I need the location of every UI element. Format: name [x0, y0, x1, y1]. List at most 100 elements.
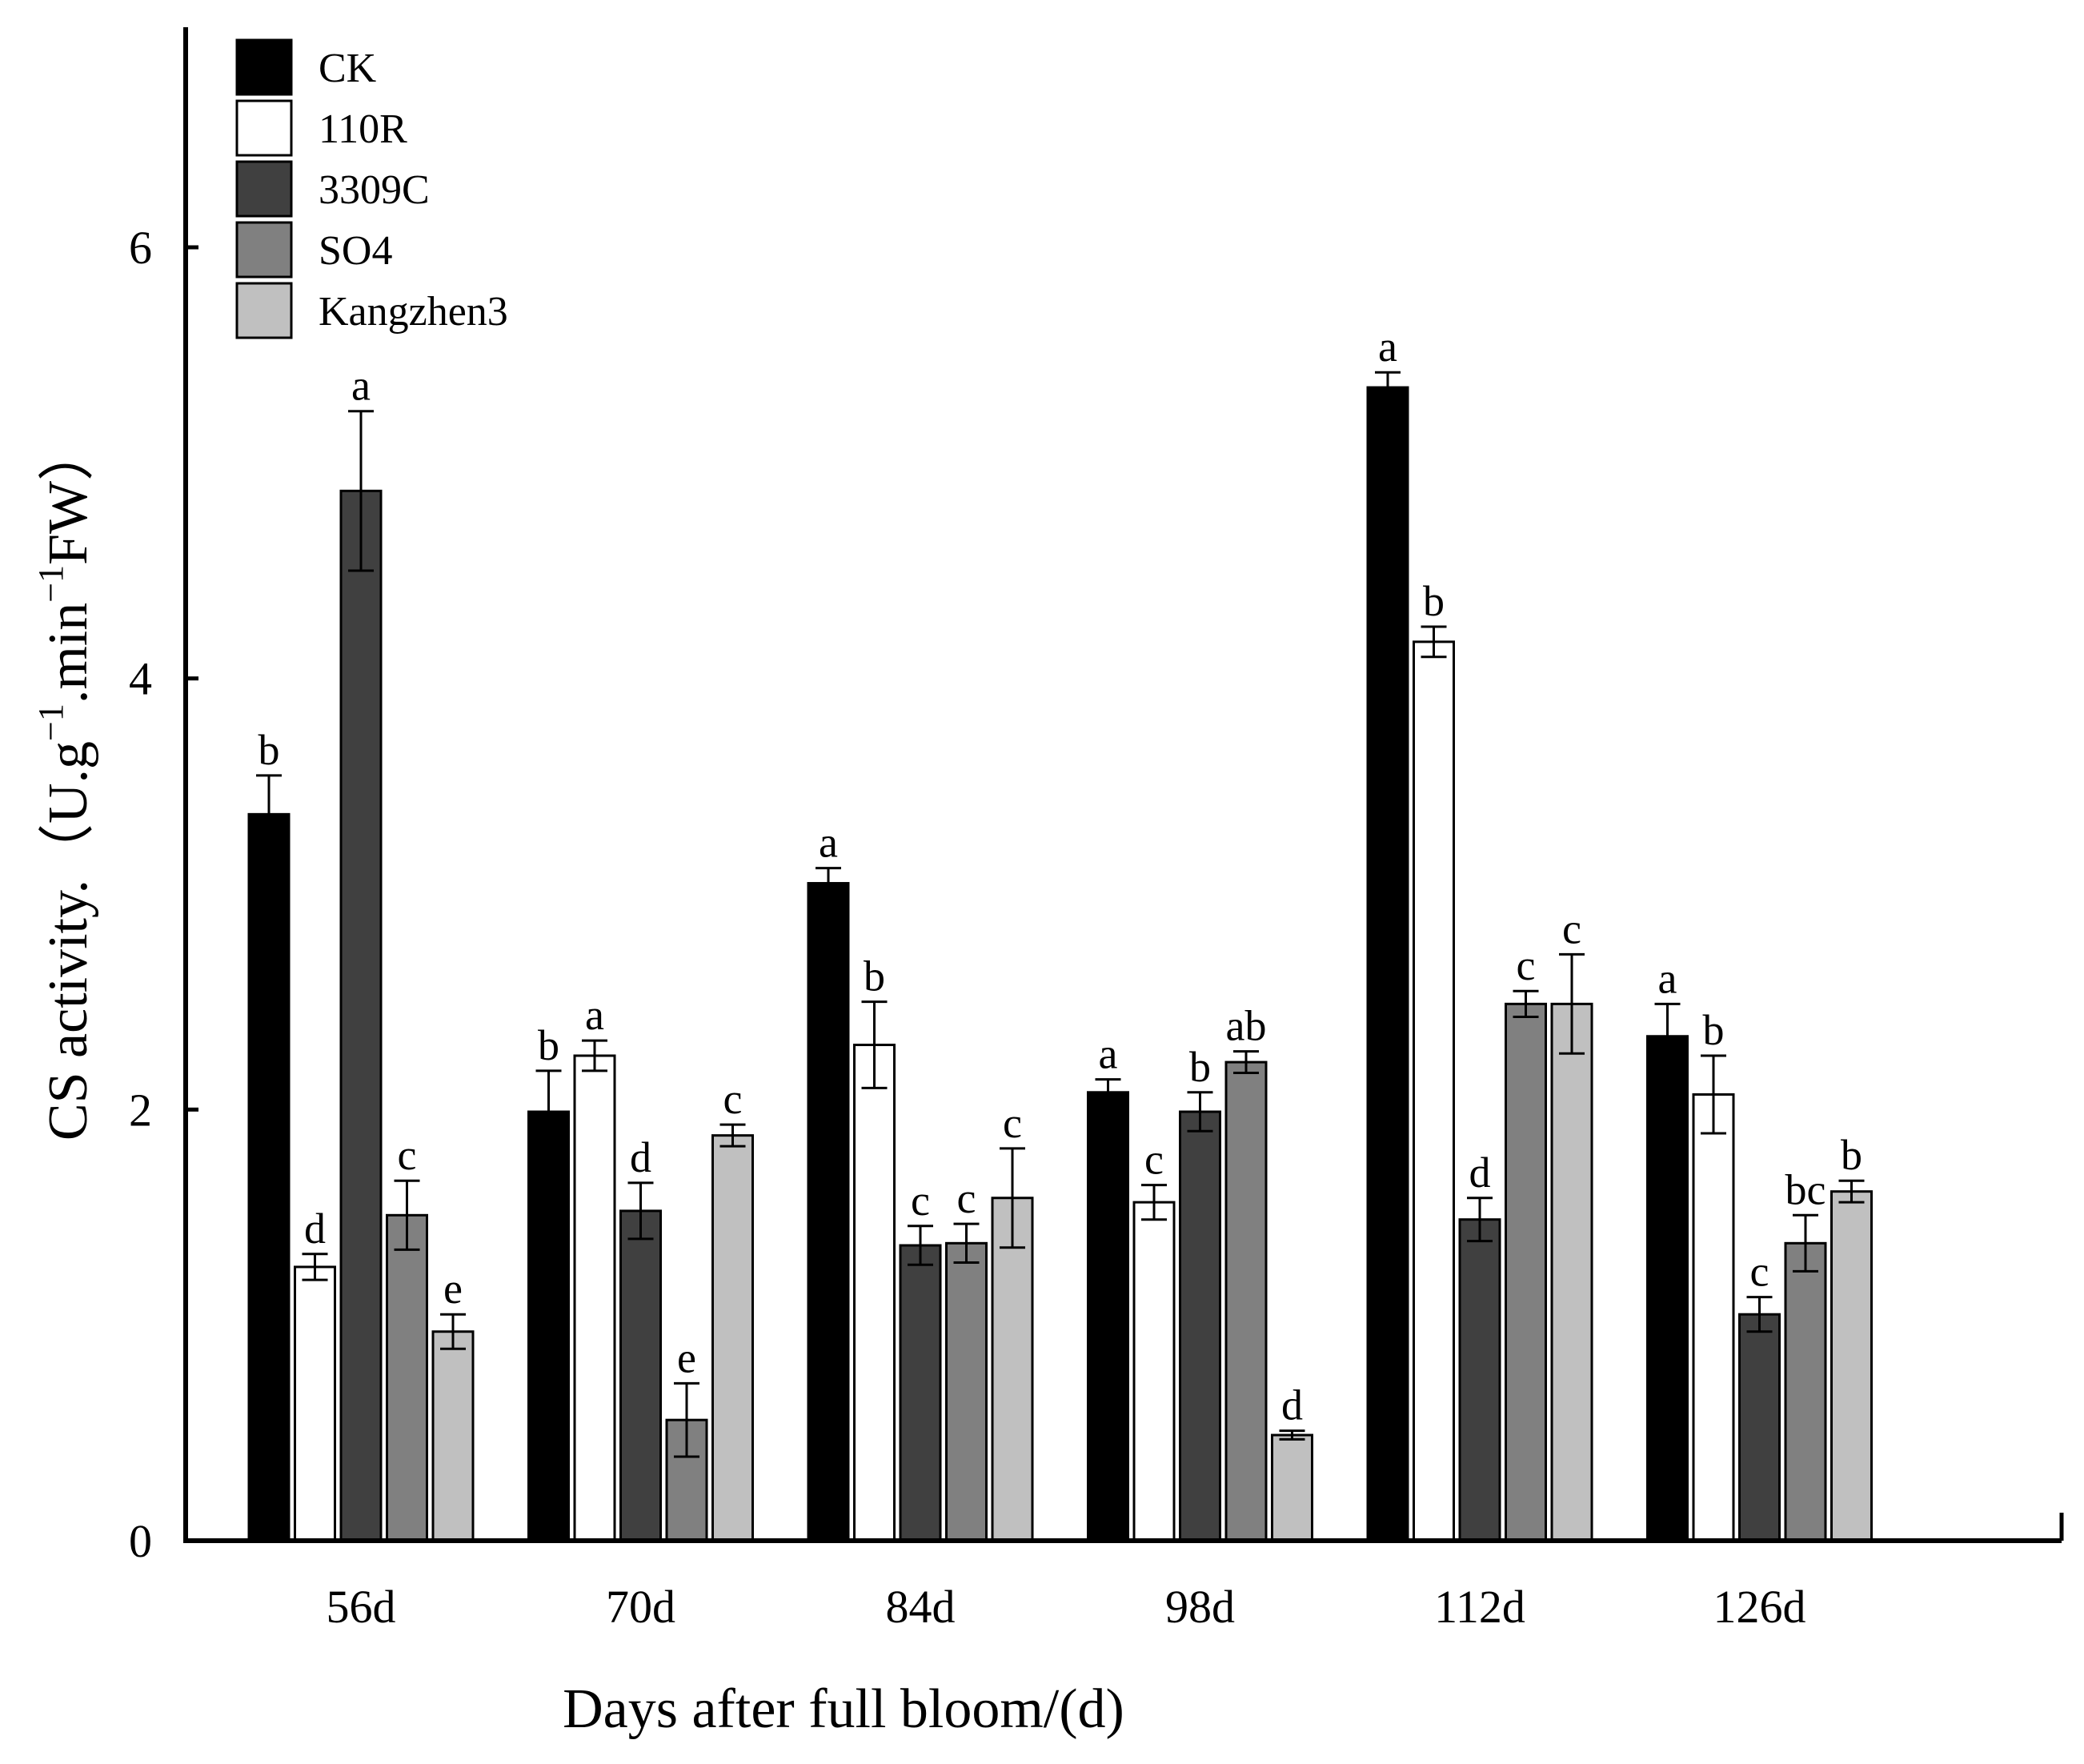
sig-label-3309c-56d: a [351, 362, 371, 410]
bar-kangzhen3-56d [431, 1330, 475, 1542]
legend-item-110r: 110R [235, 99, 407, 157]
error-bar-so4-126d [1793, 1213, 1818, 1273]
sig-label-so4-126d: bc [1785, 1165, 1826, 1213]
error-bar-3309c-126d [1746, 1296, 1773, 1333]
sig-label-3309c-126d: c [1750, 1248, 1769, 1296]
sig-label-ck-70d: b [538, 1021, 559, 1069]
sig-label-kangzhen3-70d: c [723, 1075, 743, 1123]
bar-so4-56d [386, 1213, 428, 1542]
y-axis-title-sup2: −1 [31, 565, 70, 603]
bar-ck-98d [1087, 1091, 1129, 1542]
bar-kangzhen3-126d [1830, 1190, 1873, 1542]
bar-110r-56d [294, 1265, 336, 1542]
error-bar-3309c-70d [627, 1181, 654, 1241]
sig-label-so4-56d: c [398, 1131, 417, 1179]
error-bar-kangzhen3-70d [719, 1123, 746, 1148]
y-tick-label-4: 4 [129, 653, 152, 705]
sig-label-110r-98d: c [1144, 1136, 1164, 1184]
error-bar-so4-56d [394, 1179, 420, 1251]
error-bar-kangzhen3-56d [440, 1313, 466, 1350]
sig-label-kangzhen3-84d: c [1003, 1099, 1022, 1147]
sig-label-110r-112d: b [1423, 577, 1445, 625]
bar-kangzhen3-112d [1550, 1002, 1593, 1542]
sig-label-ck-112d: a [1378, 323, 1397, 371]
legend-label-so4: SO4 [319, 228, 392, 274]
bar-kangzhen3-84d [991, 1197, 1034, 1542]
y-tick-label-0: 0 [129, 1515, 152, 1567]
error-bar-3309c-56d [348, 410, 374, 572]
error-bar-110r-112d [1421, 625, 1447, 659]
error-bar-3309c-84d [908, 1225, 933, 1266]
x-ticks: 56d 70d 84d 98d 112d 126d [327, 1581, 1806, 1633]
bar-so4-112d [1505, 1002, 1547, 1542]
sig-label-so4-84d: c [957, 1174, 976, 1222]
sig-label-3309c-84d: c [911, 1177, 930, 1225]
axes: 0 2 4 6 56d 70d 84d 98d 112d 126d [129, 27, 2064, 1633]
error-bar-ck-98d [1095, 1078, 1121, 1107]
sig-label-3309c-112d: d [1469, 1149, 1491, 1197]
bar-110r-126d [1692, 1092, 1735, 1542]
y-axis-title-sup1: −1 [31, 704, 70, 741]
sig-label-so4-112d: c [1517, 941, 1536, 989]
legend-label-110r: 110R [319, 106, 407, 152]
legend-item-so4: SO4 [235, 221, 392, 279]
sig-label-kangzhen3-56d: e [443, 1265, 463, 1313]
bar-ck-70d [527, 1110, 570, 1542]
legend-swatch-kangzhen3 [235, 282, 293, 339]
error-bars-layer [256, 371, 1865, 1458]
legend-item-3309c: 3309C [235, 160, 430, 218]
x-tick-label-70d: 70d [606, 1581, 675, 1633]
legend-item-kangzhen3: Kangzhen3 [235, 282, 508, 339]
bar-110r-70d [573, 1054, 616, 1542]
bar-3309c-56d [339, 489, 383, 1542]
x-tick-label-126d: 126d [1713, 1581, 1806, 1633]
sig-label-ck-98d: a [1099, 1030, 1118, 1078]
bar-110r-84d [853, 1044, 896, 1542]
error-bar-ck-112d [1375, 371, 1401, 404]
sig-label-110r-126d: b [1703, 1006, 1725, 1054]
error-bar-ck-70d [535, 1069, 562, 1154]
bar-ck-84d [807, 882, 850, 1542]
x-tick-label-56d: 56d [327, 1581, 396, 1633]
bar-kangzhen3-70d [711, 1134, 754, 1542]
y-tick-label-2: 2 [129, 1084, 152, 1136]
legend-swatch-3309c [235, 160, 293, 218]
sig-label-so4-98d: ab [1226, 1002, 1267, 1050]
legend: CK 110R 3309C SO4 Kangzhen3 [235, 38, 508, 339]
legend-swatch-110r [235, 99, 293, 157]
y-ticks: 0 2 4 6 [129, 222, 198, 1567]
error-bar-so4-84d [953, 1222, 980, 1265]
bar-3309c-98d [1179, 1110, 1221, 1542]
y-axis-title: CS activity.（U.g−1.min−1FW） [31, 425, 99, 1141]
error-bar-ck-56d [256, 774, 282, 855]
sig-label-ck-56d: b [258, 726, 280, 774]
y-axis-title-prefix: CS activity.（U.g [38, 741, 99, 1141]
bar-3309c-126d [1738, 1313, 1781, 1542]
sig-label-110r-56d: d [304, 1205, 326, 1253]
error-bar-so4-70d [674, 1381, 699, 1458]
legend-label-ck: CK [319, 46, 377, 91]
x-axis-title: Days after full bloom/(d) [563, 1678, 1124, 1740]
error-bar-kangzhen3-98d [1279, 1429, 1305, 1441]
bar-ck-126d [1646, 1035, 1689, 1542]
legend-swatch-ck [235, 38, 293, 96]
bar-so4-98d [1224, 1060, 1268, 1542]
sig-label-ck-84d: a [819, 819, 838, 867]
y-axis-title-suffix: FW） [38, 425, 99, 565]
error-bar-kangzhen3-84d [1000, 1147, 1025, 1249]
sig-label-110r-70d: a [585, 991, 604, 1039]
error-bar-110r-126d [1701, 1054, 1726, 1135]
error-bar-110r-70d [582, 1039, 607, 1072]
sig-label-3309c-98d: b [1189, 1043, 1211, 1091]
error-bar-110r-84d [861, 1000, 888, 1089]
sig-label-kangzhen3-98d: d [1281, 1381, 1303, 1429]
sig-label-3309c-70d: d [630, 1133, 651, 1181]
sig-label-kangzhen3-126d: b [1841, 1131, 1862, 1179]
error-bar-so4-112d [1513, 989, 1539, 1019]
x-tick-label-112d: 112d [1434, 1581, 1525, 1633]
error-bar-ck-126d [1654, 1002, 1681, 1070]
bar-3309c-84d [899, 1244, 942, 1542]
